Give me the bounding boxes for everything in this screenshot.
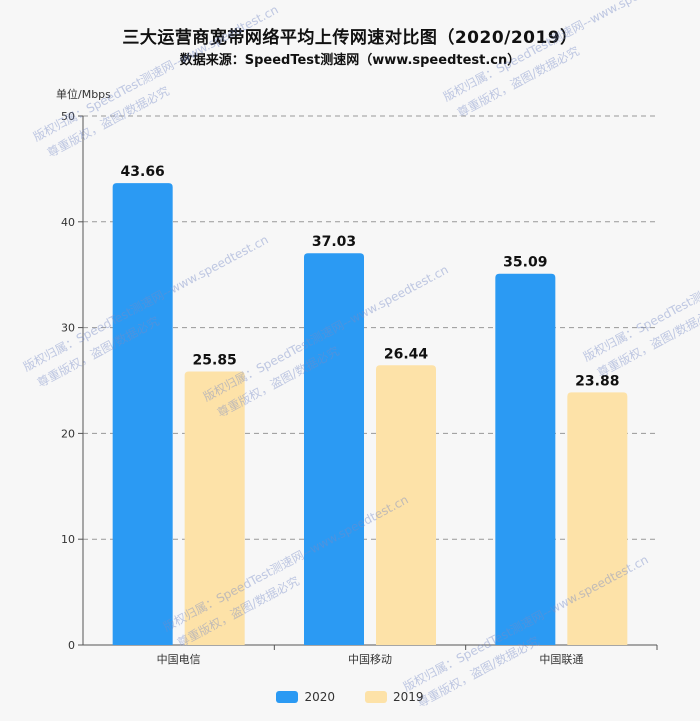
bar-2019 — [376, 365, 436, 645]
bar-2019 — [184, 371, 245, 645]
bar-2019 — [567, 392, 628, 645]
y-tick-label: 30 — [61, 322, 75, 335]
legend-item-2020[interactable]: 2020 — [276, 690, 335, 704]
legend-label-2020: 2020 — [304, 690, 335, 704]
legend-swatch-2020 — [276, 691, 299, 703]
data-label: 23.88 — [575, 373, 619, 389]
data-label: 35.09 — [503, 255, 547, 271]
x-tick-label: 中国移动 — [348, 653, 392, 666]
data-label: 43.66 — [121, 164, 165, 180]
y-tick-label: 50 — [61, 110, 75, 123]
y-tick-label: 10 — [61, 533, 75, 546]
y-tick-label: 20 — [61, 427, 75, 440]
bar-2020 — [304, 253, 364, 645]
data-label: 25.85 — [193, 353, 237, 369]
legend-item-2019[interactable]: 2019 — [365, 690, 424, 704]
x-tick-label: 中国联通 — [539, 653, 583, 666]
bar-2020 — [112, 183, 173, 645]
y-axis-label: 单位/Mbps — [56, 87, 111, 101]
legend: 2020 2019 — [0, 690, 700, 704]
data-label: 26.44 — [384, 346, 429, 362]
chart-subtitle: 数据来源：SpeedTest测速网（www.speedtest.cn） — [179, 53, 521, 68]
x-tick-label: 中国电信 — [157, 653, 201, 666]
legend-swatch-2019 — [365, 691, 387, 703]
legend-label-2019: 2019 — [393, 690, 424, 704]
chart-title: 三大运营商宽带网络平均上传网速对比图（2020/2019） — [122, 28, 578, 48]
y-tick-label: 0 — [68, 639, 75, 652]
y-tick-label: 40 — [61, 216, 75, 229]
data-label: 37.03 — [312, 234, 356, 250]
bar-2020 — [495, 273, 556, 645]
